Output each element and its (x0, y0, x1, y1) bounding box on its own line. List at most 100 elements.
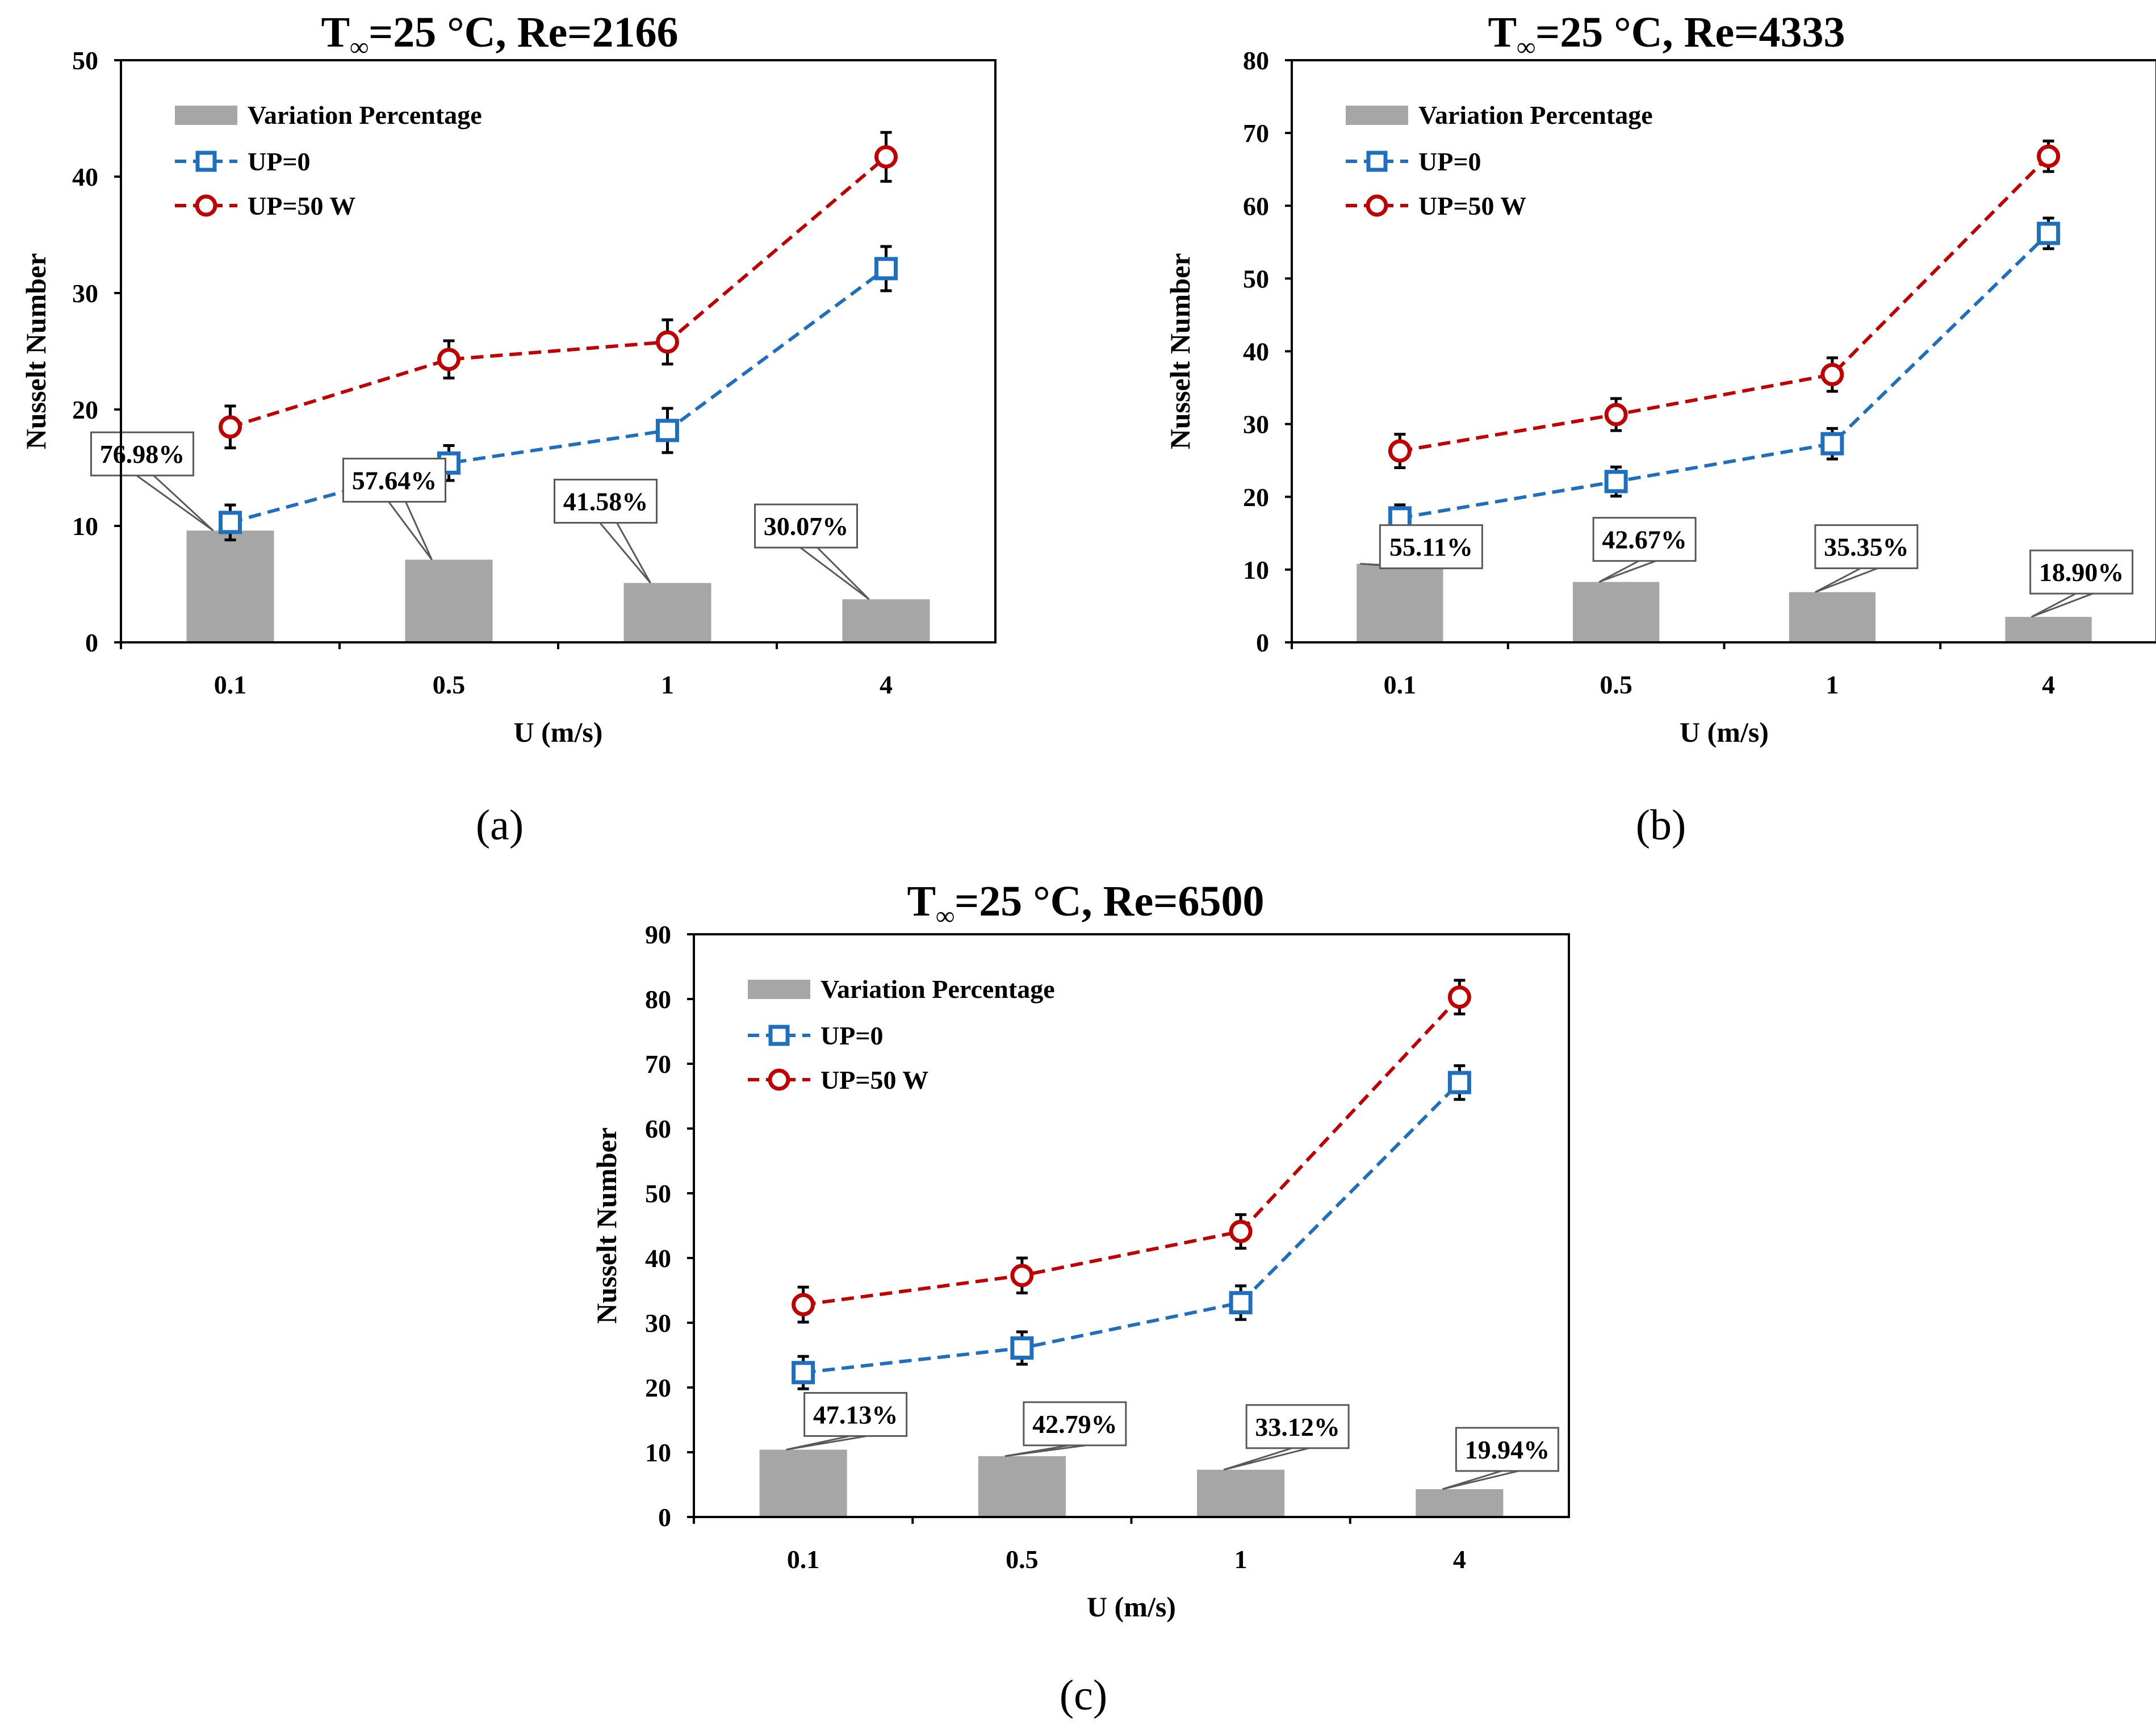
callout-pointer (1598, 560, 1656, 583)
callout-box (803, 1391, 908, 1437)
y-tick-label: 70 (645, 1050, 671, 1079)
marker-square (1229, 1291, 1253, 1315)
legend-marker-circle (1366, 194, 1388, 217)
y-tick-label: 80 (1243, 46, 1269, 75)
bar-variation-4 (2005, 617, 2092, 642)
callout-label: 41.58% (563, 487, 648, 516)
y-tick-label: 20 (645, 1373, 671, 1402)
callout-pointer (786, 1435, 867, 1451)
bar-variation-1 (1197, 1469, 1285, 1517)
marker-square (1604, 470, 1628, 494)
legend-label: Variation Percentage (248, 101, 482, 129)
series-line-UP=50 W (229, 155, 887, 429)
callout-box (342, 457, 446, 503)
marker-square (874, 257, 898, 281)
marker-square (1447, 1071, 1471, 1094)
y-tick-label: 50 (72, 46, 98, 75)
callout-pointer (136, 474, 214, 532)
legend-marker-circle (195, 194, 217, 217)
callout-box (1379, 524, 1483, 570)
callout-box (1455, 1427, 1559, 1472)
x-axis-label: U (m/s) (1087, 1591, 1176, 1623)
y-axis-label: Nusselt Number (20, 253, 52, 450)
legend-label: Variation Percentage (820, 975, 1055, 1004)
bar-variation-0.1 (186, 530, 274, 642)
legend-swatch-bars (748, 980, 810, 999)
callout-pointer (1004, 1444, 1087, 1457)
callout-0.5: 42.79% (1004, 1401, 1127, 1457)
x-tick-label: 1 (1234, 1545, 1247, 1574)
chart-title: T∞=25 °C, Re=4333 (1488, 9, 1845, 61)
callout-pointer (799, 546, 870, 600)
chart-title: T∞=25 °C, Re=2166 (321, 9, 678, 61)
callout-pointer (388, 501, 433, 561)
bar-variation-0.1 (759, 1449, 847, 1517)
chart-title-prefix: T (1488, 9, 1517, 56)
callout-0.1: 76.98% (90, 431, 214, 532)
x-tick-label: 1 (1826, 670, 1839, 699)
x-tick-label: 0.1 (214, 670, 247, 699)
callout-box (1245, 1404, 1350, 1449)
y-tick-label: 0 (85, 628, 98, 657)
y-tick-label: 90 (645, 920, 671, 949)
chart-title-subscript: ∞ (1517, 32, 1535, 61)
series-line-UP=50 W (1399, 155, 2050, 453)
series-line-UP=0 (229, 267, 887, 524)
bar-variation-0.5 (978, 1456, 1066, 1517)
legend-label: UP=0 (1418, 147, 1481, 176)
x-tick-label: 1 (661, 670, 674, 699)
marker-circle (1388, 439, 1412, 463)
callout-label: 47.13% (813, 1400, 898, 1429)
callout-0.1: 47.13% (786, 1391, 908, 1451)
chart-title: T∞=25 °C, Re=6500 (907, 877, 1264, 930)
callout-pointer (599, 522, 651, 584)
marker-circle (1604, 403, 1628, 427)
callout-0.5: 42.67% (1592, 517, 1697, 583)
marker-square (656, 419, 679, 442)
marker-circle (437, 348, 460, 371)
callout-box (1814, 524, 1919, 570)
callout-1: 33.12% (1223, 1404, 1350, 1471)
bar-variation-1 (623, 583, 711, 642)
series-line-UP=0 (1399, 232, 2050, 520)
callout-box (90, 431, 194, 477)
callout-label: 19.94% (1465, 1435, 1550, 1464)
bar-variation-0.5 (405, 559, 493, 642)
panel-label: (a) (476, 801, 524, 849)
marker-circle (1820, 363, 1844, 386)
panel-label: (b) (1636, 801, 1686, 849)
y-axis-label: Nusselt Number (1164, 253, 1196, 450)
y-tick-label: 10 (72, 512, 98, 541)
chart-title-prefix: T (321, 9, 350, 56)
callout-pointer (1442, 1470, 1519, 1490)
bar-variation-4 (1416, 1489, 1504, 1517)
legend: Variation Percentage UP=0 UP=50 W (748, 975, 1055, 1094)
callout-label: 42.67% (1602, 525, 1687, 554)
y-tick-label: 40 (72, 162, 98, 191)
chart-title-prefix: T (907, 877, 936, 925)
bar-variation-4 (842, 599, 930, 642)
y-tick-label: 70 (1243, 119, 1269, 148)
callout-pointer (2031, 592, 2094, 618)
callout-pointer (1815, 567, 1878, 593)
y-tick-label: 50 (1243, 264, 1269, 293)
y-axis-label: Nusselt Number (591, 1127, 622, 1324)
y-tick-label: 60 (1243, 191, 1269, 220)
panel-label: (c) (1060, 1671, 1107, 1719)
marker-circle (1229, 1219, 1253, 1243)
marker-square (792, 1361, 815, 1385)
legend-swatch-bars (175, 106, 237, 125)
legend-swatch-bars (1346, 106, 1408, 125)
x-tick-label: 0.1 (787, 1545, 820, 1574)
x-axis-label: U (m/s) (1680, 716, 1769, 748)
chart-title-suffix: =25 °C, Re=4333 (1535, 9, 1845, 56)
callout-1: 35.35% (1814, 524, 1919, 593)
marker-circle (1010, 1264, 1034, 1288)
chart-panel-2: T∞=25 °C, Re=4333 55.11% 42.67% 35.35% 18.90… (1164, 9, 2156, 748)
y-tick-label: 30 (1243, 410, 1269, 439)
legend-label: UP=50 W (820, 1065, 928, 1094)
chart-panel-3: T∞=25 °C, Re=6500 47.13% 42.79% 33.12% 19.94… (591, 877, 1570, 1623)
callout-box (2029, 549, 2134, 595)
marker-circle (219, 415, 242, 439)
marker-square (2037, 222, 2061, 245)
